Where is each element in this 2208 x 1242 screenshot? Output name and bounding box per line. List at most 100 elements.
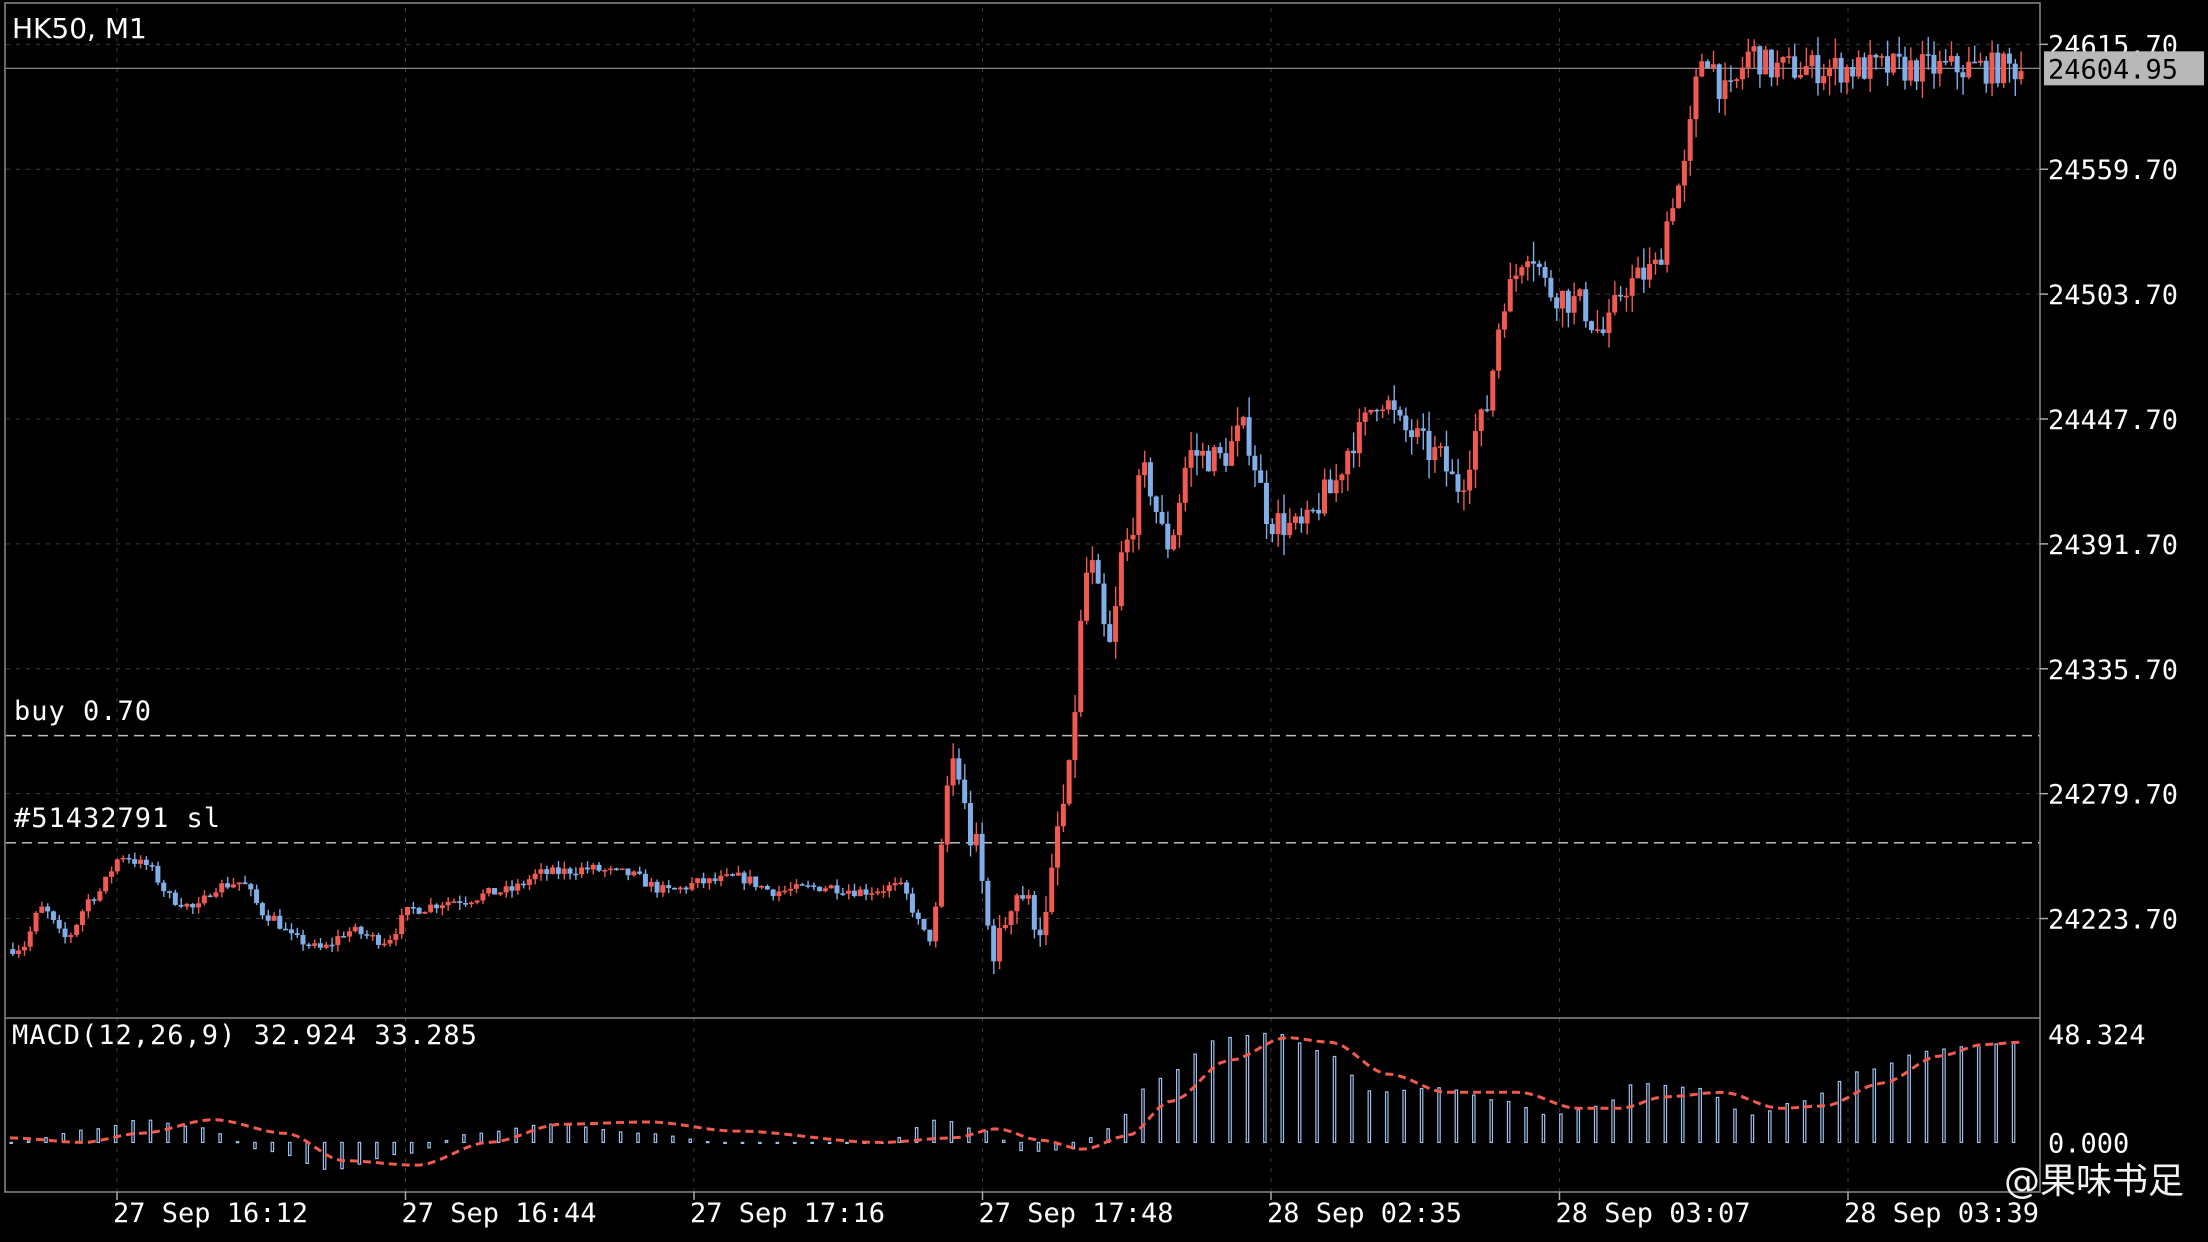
candle-body <box>271 915 277 921</box>
candle-body <box>1223 453 1229 466</box>
candle-body <box>886 885 892 892</box>
macd-bar <box>375 1141 379 1160</box>
macd-bar <box>1419 1088 1424 1144</box>
candle-body <box>1130 534 1136 540</box>
candle-body <box>613 868 619 871</box>
candle-body <box>1026 895 1032 899</box>
candle-body <box>956 758 962 780</box>
macd-bar <box>218 1133 222 1144</box>
buy-order-label[interactable]: buy 0.70 <box>14 695 153 727</box>
candle-body <box>793 884 799 889</box>
macd-bar <box>2011 1041 2016 1144</box>
candle-body <box>463 903 469 905</box>
candle-body <box>1101 583 1107 625</box>
candle-body <box>1020 895 1026 899</box>
candle-body <box>1008 911 1014 926</box>
macd-bar <box>322 1141 327 1170</box>
candle-body <box>962 779 968 804</box>
candle-body <box>904 882 910 894</box>
macd-bar <box>1646 1083 1650 1144</box>
candle-body <box>283 928 289 931</box>
candle-body <box>1536 263 1542 268</box>
macd-bar <box>618 1131 623 1144</box>
price-tick-label: 24223.70 <box>2048 905 2178 936</box>
macd-bar <box>1907 1054 1911 1144</box>
macd-bar <box>1733 1108 1737 1144</box>
macd-bar <box>1036 1141 1041 1152</box>
candle-body <box>764 886 770 890</box>
macd-bar <box>1210 1040 1215 1144</box>
stop-loss-label[interactable]: #51432791 sl <box>14 802 222 834</box>
candle-body <box>1229 441 1235 466</box>
macd-bar <box>79 1129 83 1144</box>
candle-body <box>1258 470 1264 483</box>
candle-body <box>817 886 823 892</box>
candle-body <box>1014 895 1020 912</box>
macd-bar <box>583 1126 588 1144</box>
candle-body <box>1594 329 1600 331</box>
candle-body <box>1739 67 1745 80</box>
candle-body <box>1409 430 1415 438</box>
candle-body <box>1687 119 1693 161</box>
candle-body <box>1925 54 1931 56</box>
candle-body <box>445 901 451 906</box>
candle-body <box>16 950 22 955</box>
candle-body <box>248 884 254 890</box>
macd-bar <box>392 1141 397 1156</box>
candle-body <box>1972 61 1978 64</box>
candle-body <box>85 899 91 912</box>
candle-body <box>1263 482 1269 525</box>
candle-body <box>480 893 486 901</box>
candle-body <box>1710 64 1716 68</box>
macd-bar <box>200 1127 205 1144</box>
macd-bar <box>1750 1114 1755 1144</box>
candle-body <box>1815 55 1821 84</box>
candle-body <box>1757 46 1763 75</box>
macd-bar <box>131 1120 135 1144</box>
candle-body <box>1380 409 1386 412</box>
candle-body <box>805 885 811 887</box>
candle-body <box>341 936 347 938</box>
candle-body <box>1055 826 1061 868</box>
macd-bar <box>984 1130 989 1144</box>
macd-bar <box>1297 1042 1302 1144</box>
price-tick-label: 24391.70 <box>2048 530 2178 561</box>
macd-bar <box>914 1127 919 1144</box>
candle-body <box>50 911 56 920</box>
candle-body <box>1989 52 1995 84</box>
candle-body <box>1513 275 1519 280</box>
macd-bar <box>1454 1089 1459 1144</box>
candle-body <box>1954 55 1960 73</box>
candle-body <box>370 934 376 937</box>
candle-body <box>1571 296 1577 313</box>
candle-body <box>625 868 631 876</box>
candle-body <box>869 893 875 895</box>
candle-body <box>1606 312 1612 334</box>
candle-body <box>433 904 439 909</box>
macd-bar <box>9 1141 14 1145</box>
macd-bar <box>705 1141 710 1144</box>
candle-body <box>404 906 410 916</box>
candle-body <box>1629 278 1635 296</box>
candle-body <box>526 879 532 885</box>
candle-body <box>2018 71 2024 80</box>
candle-body <box>1618 294 1624 297</box>
candle-body <box>323 944 329 948</box>
candle-body <box>108 871 114 877</box>
candle-body <box>700 878 706 884</box>
candle-body <box>1200 450 1206 456</box>
candle-body <box>1287 522 1293 536</box>
macd-bar <box>723 1141 727 1145</box>
candle-body <box>753 876 759 888</box>
candle-body <box>973 833 979 846</box>
candle-body <box>1577 289 1583 297</box>
macd-bar <box>1263 1032 1267 1144</box>
macd-bar <box>1768 1110 1772 1144</box>
macd-bar <box>1437 1087 1441 1144</box>
macd-bar <box>1193 1053 1198 1144</box>
candle-body <box>1298 516 1304 524</box>
candle-body <box>1658 259 1664 265</box>
macd-bar <box>758 1141 762 1145</box>
candle-body <box>1461 490 1467 493</box>
